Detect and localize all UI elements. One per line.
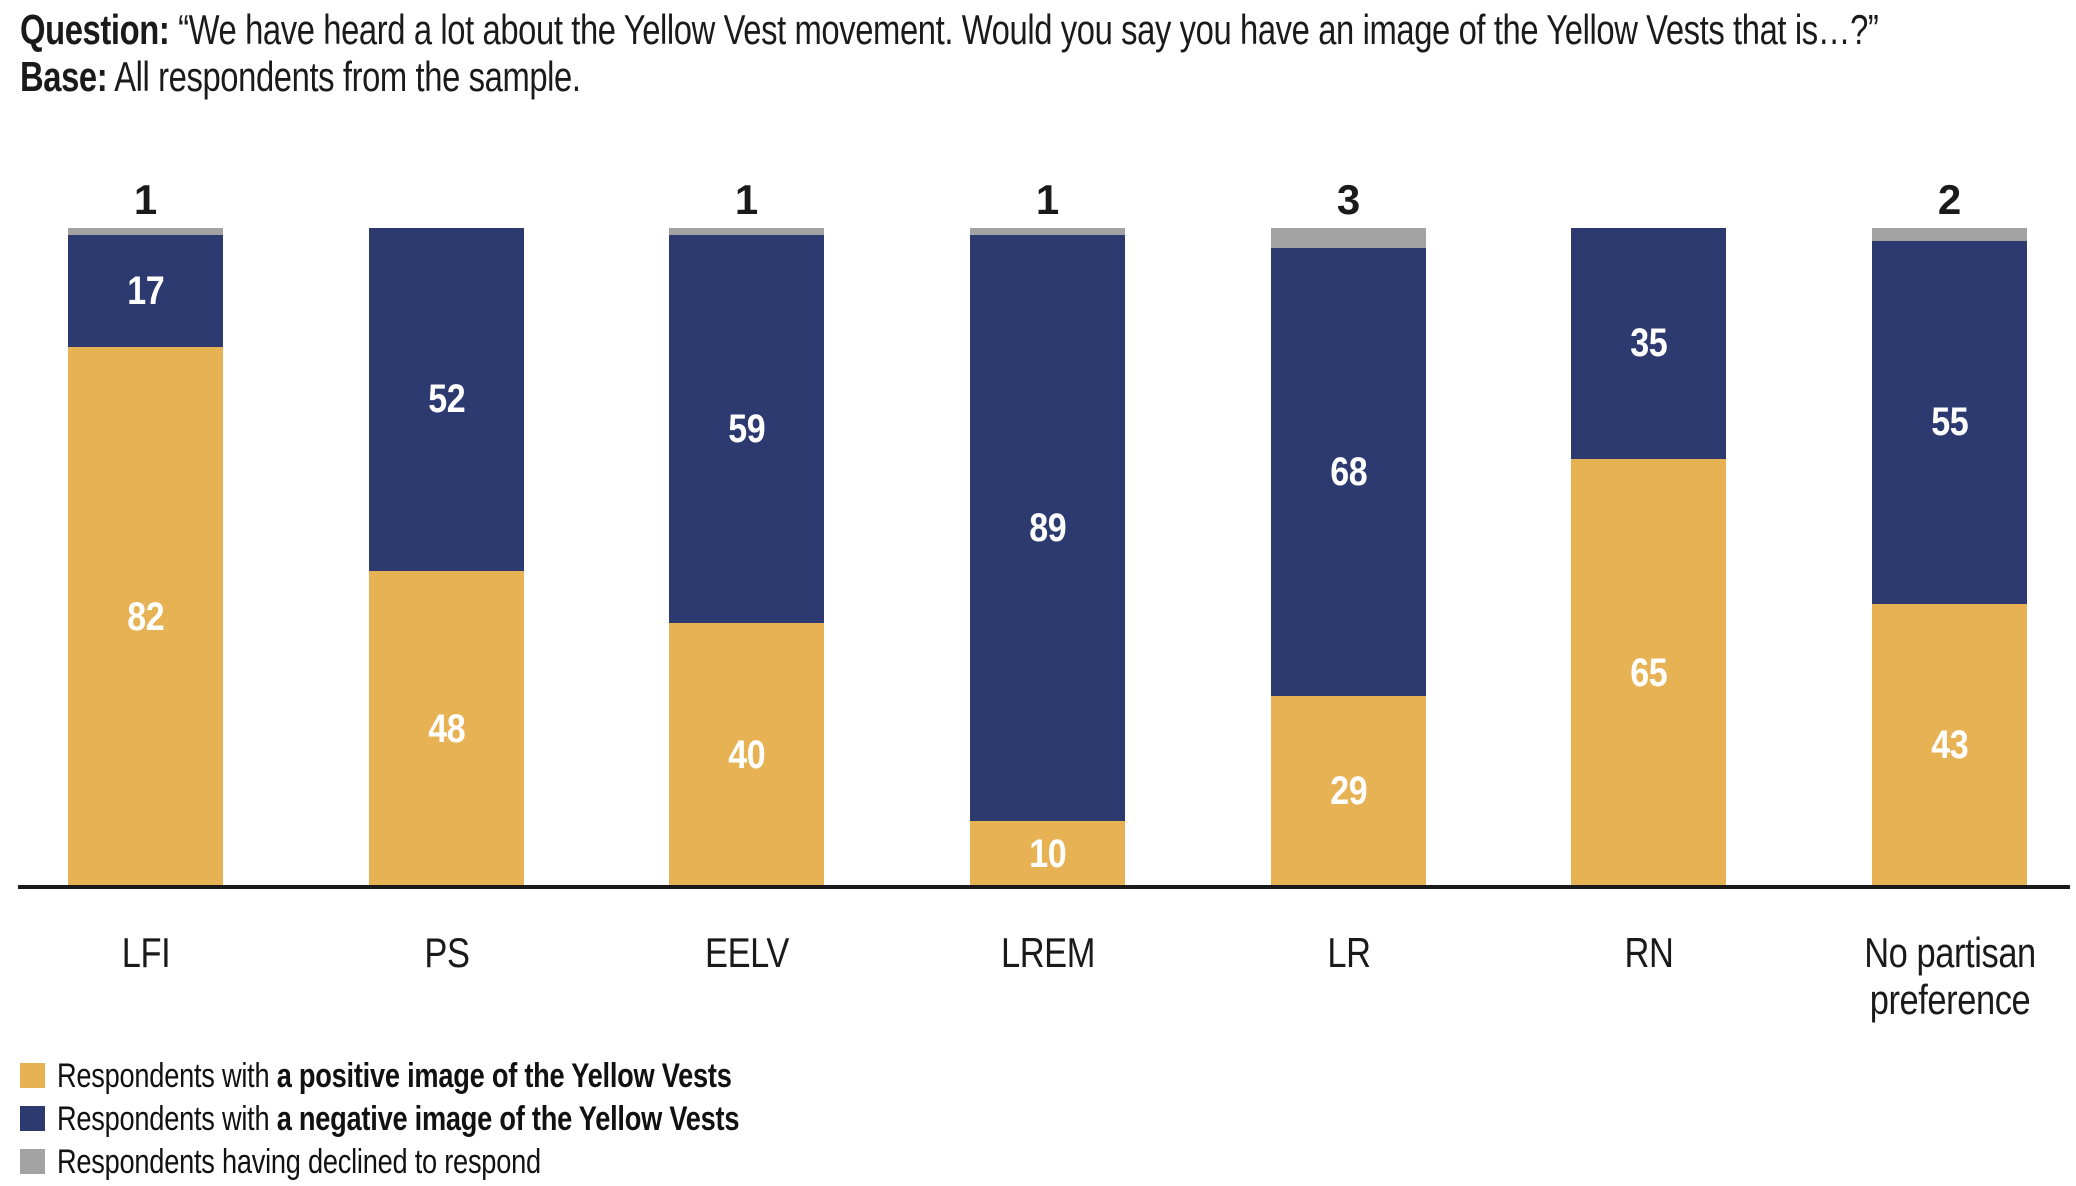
category-label-lrem: LREM xyxy=(1000,929,1095,976)
legend-swatch-negative-icon xyxy=(20,1106,45,1131)
declined-value-label: 1 xyxy=(734,176,759,223)
bar-column-lrem: 1 89 10 LREM xyxy=(970,179,1125,976)
negative-value-label: 55 xyxy=(1931,400,1968,445)
x-axis-line xyxy=(18,885,2070,889)
declined-segment xyxy=(669,228,824,235)
declined-segment xyxy=(68,228,223,235)
legend-positive-prefix: Respondents with xyxy=(57,1056,277,1095)
category-label-rn: RN xyxy=(1624,929,1673,976)
positive-value-label: 10 xyxy=(1029,832,1066,877)
negative-segment: 55 xyxy=(1872,241,2027,604)
legend-swatch-positive-icon xyxy=(20,1063,45,1088)
bar-column-lfi: 1 17 82 LFI xyxy=(68,179,223,976)
category-label-lr: LR xyxy=(1326,929,1371,976)
positive-value-label: 40 xyxy=(728,733,765,778)
question-label: Question: xyxy=(20,6,170,53)
base-text: All respondents from the sample. xyxy=(107,53,581,100)
legend-positive-bold: a positive image of the Yellow Vests xyxy=(276,1056,732,1095)
legend-negative-prefix: Respondents with xyxy=(57,1099,277,1138)
base-line: Base: All respondents from the sample. xyxy=(20,53,1878,100)
legend-item-declined: Respondents having declined to respond xyxy=(20,1140,910,1183)
declined-segment xyxy=(1271,228,1426,248)
bar-column-no-partisan-preference: 2 55 43 No partisan preference xyxy=(1864,179,2036,1024)
positive-segment: 10 xyxy=(970,821,1125,887)
positive-segment: 48 xyxy=(369,570,524,887)
bar-column-lr: 3 68 29 LR xyxy=(1271,179,1426,976)
category-label-ps: PS xyxy=(423,929,470,976)
declined-segment xyxy=(1872,228,2027,242)
declined-segment xyxy=(970,228,1125,235)
declined-value-label: 2 xyxy=(1937,176,1962,223)
question-text: “We have heard a lot about the Yellow Ve… xyxy=(169,6,1879,53)
positive-value-label: 82 xyxy=(127,594,164,639)
positive-segment: 29 xyxy=(1271,695,1426,887)
negative-value-label: 89 xyxy=(1029,505,1066,550)
declined-value-label: 3 xyxy=(1336,176,1361,223)
negative-value-label: 52 xyxy=(428,377,465,422)
positive-segment: 43 xyxy=(1872,603,2027,887)
declined-value-label: 1 xyxy=(1035,176,1060,223)
legend: Respondents with a positive image of the… xyxy=(20,1054,910,1183)
legend-negative-bold: a negative image of the Yellow Vests xyxy=(276,1099,740,1138)
negative-value-label: 59 xyxy=(728,407,765,451)
positive-value-label: 48 xyxy=(428,706,465,751)
legend-declined-prefix: Respondents having declined to respond xyxy=(57,1142,541,1181)
negative-segment: 35 xyxy=(1571,228,1726,459)
legend-item-negative: Respondents with a negative image of the… xyxy=(20,1097,910,1140)
positive-segment: 82 xyxy=(68,346,223,887)
negative-segment: 68 xyxy=(1271,247,1426,696)
legend-swatch-declined-icon xyxy=(20,1149,45,1174)
bar-column-eelv: 1 59 40 EELV xyxy=(669,179,824,976)
plot-area: 1 17 82 LFI 52 48 PS 1 59 40 EELV 1 89 10 LREM 3 68 29 LR 3… xyxy=(0,179,2076,1024)
negative-value-label: 17 xyxy=(127,268,164,313)
header: Question: “We have heard a lot about the… xyxy=(20,6,2076,100)
category-label-no-partisan-preference: No partisan preference xyxy=(1863,929,2036,1023)
positive-value-label: 65 xyxy=(1630,650,1667,695)
category-label-eelv: EELV xyxy=(704,929,789,976)
question-line: Question: “We have heard a lot about the… xyxy=(20,6,1879,53)
base-label: Base: xyxy=(20,53,108,100)
category-label-lfi: LFI xyxy=(121,929,170,976)
positive-segment: 65 xyxy=(1571,458,1726,887)
declined-value-label: 1 xyxy=(133,176,158,223)
positive-value-label: 43 xyxy=(1931,723,1968,768)
legend-item-positive: Respondents with a positive image of the… xyxy=(20,1054,910,1097)
negative-segment: 89 xyxy=(970,234,1125,822)
negative-segment: 59 xyxy=(669,234,824,624)
bar-column-ps: 52 48 PS xyxy=(369,228,524,976)
bar-column-rn: 35 65 RN xyxy=(1571,228,1726,976)
negative-segment: 52 xyxy=(369,228,524,571)
positive-value-label: 29 xyxy=(1330,769,1367,814)
negative-value-label: 68 xyxy=(1330,449,1367,494)
positive-segment: 40 xyxy=(669,623,824,887)
negative-value-label: 35 xyxy=(1630,321,1667,366)
negative-segment: 17 xyxy=(68,234,223,347)
